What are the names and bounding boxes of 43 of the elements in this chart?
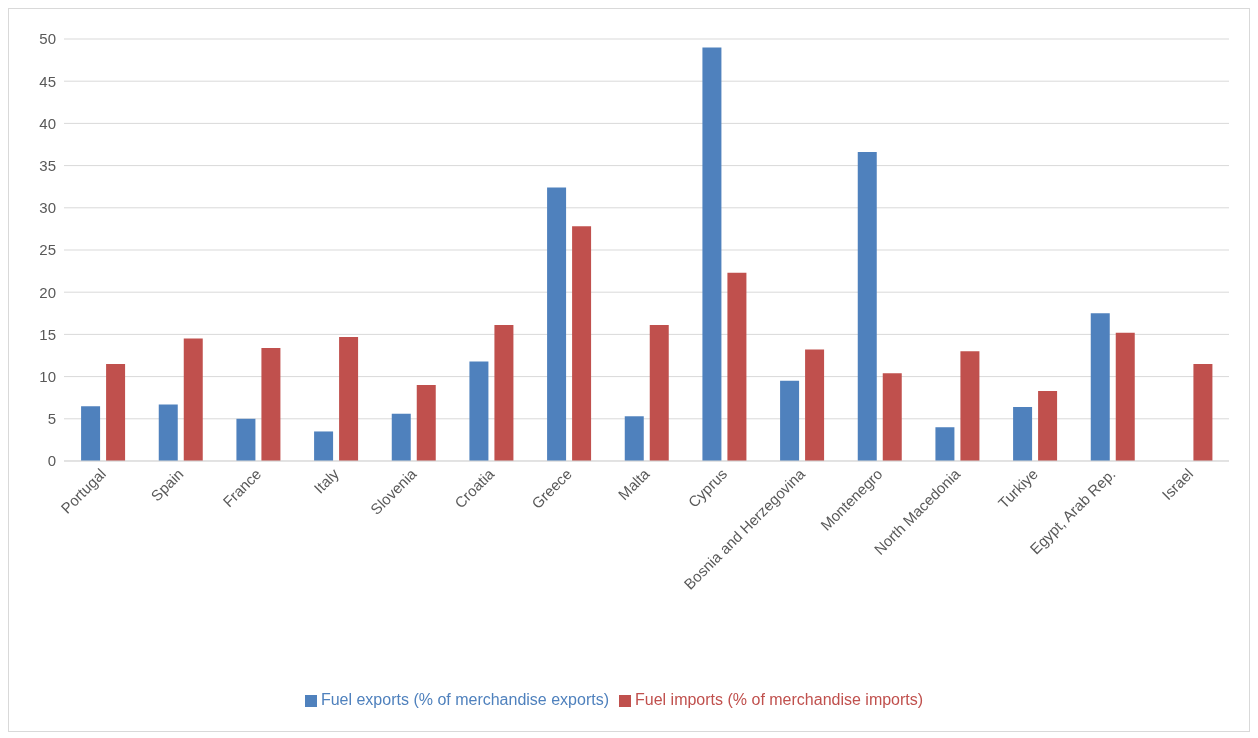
y-tick-label: 50 (39, 30, 56, 48)
bar (1013, 406, 1033, 461)
bar (1038, 390, 1058, 461)
y-tick-label: 20 (39, 283, 56, 301)
y-tick-label: 5 (47, 410, 56, 428)
y-tick-label: 30 (39, 199, 56, 217)
bar (780, 380, 800, 461)
bar (314, 431, 334, 461)
y-tick-label: 40 (39, 114, 56, 132)
bar (572, 226, 592, 461)
x-tick-label: Italy (310, 464, 343, 497)
bar (624, 416, 644, 461)
bar (106, 363, 126, 461)
bar (727, 272, 747, 461)
bar (261, 347, 281, 461)
bar (391, 413, 411, 461)
bar (882, 373, 902, 461)
bar (416, 385, 436, 461)
bar (805, 349, 825, 461)
y-tick-label: 0 (47, 452, 56, 470)
bar (702, 47, 722, 461)
legend-label: Fuel imports (% of merchandise imports) (635, 691, 924, 708)
bar (960, 351, 980, 461)
bar (935, 427, 955, 461)
bar (857, 152, 877, 461)
bar (1115, 332, 1135, 461)
bar (81, 406, 101, 461)
y-tick-label: 10 (39, 367, 56, 385)
legend-label: Fuel exports (% of merchandise exports) (320, 691, 610, 708)
y-tick-label: 15 (39, 325, 56, 343)
bar (183, 338, 203, 461)
bar (547, 187, 567, 461)
bar (1193, 363, 1213, 461)
y-tick-label: 35 (39, 156, 56, 174)
bar (494, 325, 514, 461)
bar (1090, 313, 1110, 461)
bar (649, 325, 669, 461)
y-tick-label: 45 (39, 72, 56, 90)
bar (339, 336, 359, 461)
bar (469, 361, 489, 461)
y-tick-label: 25 (39, 241, 56, 259)
bar (236, 418, 256, 461)
bar (158, 404, 178, 461)
